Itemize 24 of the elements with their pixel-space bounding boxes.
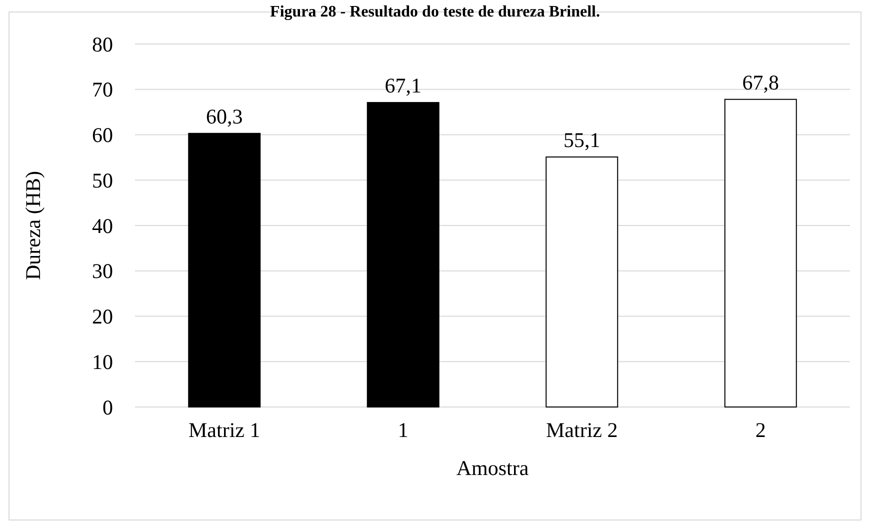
y-tick-label: 30	[92, 259, 113, 284]
x-tick-label: 1	[398, 418, 408, 442]
bar	[724, 98, 797, 408]
y-tick-label: 80	[92, 32, 113, 56]
data-label: 67,1	[384, 74, 422, 98]
bar	[188, 132, 261, 408]
y-tick-label: 60	[92, 123, 113, 148]
bar	[546, 156, 618, 408]
data-label: 67,8	[742, 70, 779, 94]
x-axis-title: Amostra	[456, 456, 530, 480]
chart-title: Figura 28 - Resultado do teste de dureza Brinell.	[270, 3, 600, 20]
data-label: 55,1	[564, 128, 600, 152]
y-tick-label: 0	[102, 395, 113, 420]
x-tick-label: 2	[755, 418, 766, 442]
y-tick-label: 10	[92, 350, 113, 374]
y-axis-title: Dureza (HB)	[21, 170, 45, 280]
y-tick-label: 20	[92, 304, 113, 329]
data-label: 60,3	[206, 104, 243, 128]
y-tick-label: 50	[92, 168, 113, 192]
x-tick-label: Matriz 1	[188, 418, 260, 442]
y-tick-label: 70	[92, 78, 113, 102]
bar	[366, 102, 440, 408]
x-tick-label: Matriz 2	[546, 418, 618, 442]
y-tick-label: 40	[92, 214, 113, 238]
